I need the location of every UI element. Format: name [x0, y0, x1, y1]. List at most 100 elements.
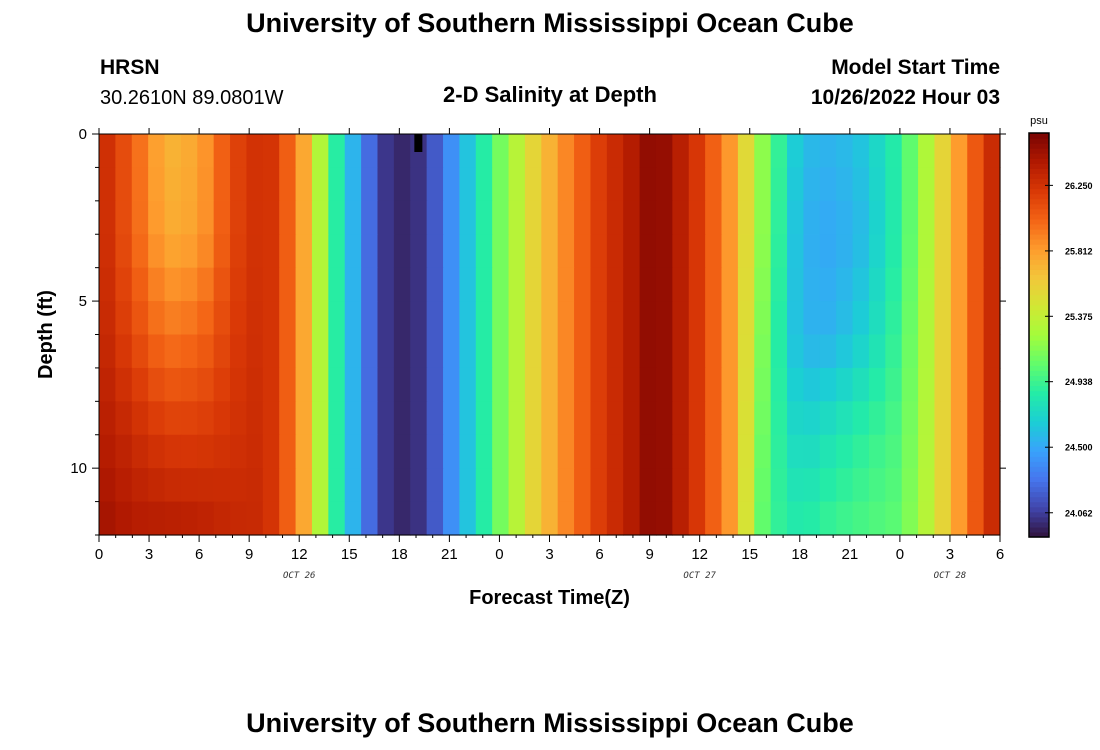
heatmap-cell — [180, 301, 198, 336]
colorbar-segment — [1029, 420, 1049, 427]
model-start-value: 10/26/2022 Hour 03 — [810, 86, 1000, 109]
heatmap-cell — [655, 134, 673, 169]
heatmap-cell — [377, 134, 395, 169]
heatmap-cell — [279, 334, 297, 369]
heatmap-cell — [377, 367, 395, 402]
colorbar-segment — [1029, 531, 1049, 538]
heatmap-cell — [819, 401, 837, 436]
heatmap-cell — [344, 434, 362, 469]
heatmap-cell — [508, 501, 526, 536]
heatmap-cell — [737, 367, 755, 402]
heatmap-cell — [655, 234, 673, 269]
heatmap-cell — [213, 134, 231, 169]
heatmap-cell — [737, 234, 755, 269]
heatmap-cell — [295, 434, 313, 469]
colorbar-segment — [1029, 309, 1049, 316]
heatmap-cell — [672, 167, 690, 202]
heatmap-cell — [950, 267, 968, 302]
heatmap-cell — [803, 334, 821, 369]
heatmap-cell — [623, 234, 641, 269]
heatmap-cell — [983, 167, 1001, 202]
heatmap-cell — [787, 434, 805, 469]
heatmap-cell — [557, 401, 575, 436]
heatmap-cell — [164, 501, 182, 536]
heatmap-cell — [213, 200, 231, 235]
heatmap-cell — [770, 301, 788, 336]
heatmap-cell — [557, 301, 575, 336]
model-start-label: Model Start Time — [831, 56, 1000, 79]
heatmap-cell — [164, 167, 182, 202]
colorbar-segment — [1029, 148, 1049, 154]
heatmap-cell — [246, 134, 264, 169]
heatmap-cell — [868, 167, 886, 202]
heatmap-cell — [99, 468, 116, 503]
heatmap-cell — [934, 134, 952, 169]
heatmap-cell — [377, 434, 395, 469]
heatmap-cell — [197, 367, 215, 402]
heatmap-cell — [246, 468, 264, 503]
heatmap-cell — [230, 134, 248, 169]
heatmap-cell — [524, 167, 542, 202]
heatmap-cell — [623, 468, 641, 503]
heatmap-cell — [230, 301, 248, 336]
heatmap-cell — [606, 334, 624, 369]
heatmap-cell — [180, 200, 198, 235]
colorbar-segment — [1029, 506, 1049, 513]
heatmap-cell — [737, 434, 755, 469]
heatmap-cell — [279, 167, 297, 202]
heatmap-cell — [852, 234, 870, 269]
heatmap-cell — [393, 501, 411, 536]
heatmap-cell — [967, 301, 985, 336]
heatmap-cell — [115, 200, 133, 235]
heatmap-cell — [180, 234, 198, 269]
x-tick-label: 9 — [645, 546, 653, 563]
heatmap-cell — [426, 367, 444, 402]
heatmap-cell — [148, 367, 166, 402]
x-tick-label: 15 — [741, 546, 758, 563]
heatmap-cell — [868, 367, 886, 402]
heatmap-cell — [672, 468, 690, 503]
heatmap-cell — [393, 267, 411, 302]
x-tick-label: 3 — [545, 546, 553, 563]
heatmap-cell — [508, 301, 526, 336]
heatmap-cell — [574, 234, 592, 269]
heatmap-cell — [541, 334, 559, 369]
heatmap-cell — [377, 334, 395, 369]
heatmap-cell — [836, 234, 854, 269]
heatmap-cell — [344, 367, 362, 402]
heatmap-cell — [819, 367, 837, 402]
heatmap-cell — [115, 401, 133, 436]
x-tick-label: 0 — [896, 546, 904, 563]
heatmap-cell — [885, 301, 903, 336]
heatmap-cell — [180, 134, 198, 169]
heatmap-cell — [459, 234, 477, 269]
heatmap-cell — [492, 267, 510, 302]
colorbar-segment — [1029, 178, 1049, 185]
heatmap-cell — [262, 167, 280, 202]
chart-subtitle: 2-D Salinity at Depth — [443, 82, 657, 107]
colorbar-segment — [1029, 193, 1049, 200]
heatmap-cell — [721, 200, 739, 235]
heatmap-cell — [475, 167, 493, 202]
heatmap-cell — [131, 334, 149, 369]
heatmap-cell — [557, 200, 575, 235]
heatmap-cell — [918, 401, 936, 436]
heatmap-cell — [164, 267, 182, 302]
heatmap-cell — [393, 367, 411, 402]
heatmap-cell — [574, 401, 592, 436]
heatmap-cell — [344, 334, 362, 369]
heatmap-cell — [443, 434, 460, 469]
heatmap-cell — [721, 301, 739, 336]
heatmap-cell — [328, 234, 346, 269]
heatmap-cell — [492, 434, 510, 469]
heatmap-cell — [967, 267, 985, 302]
heatmap-cell — [328, 468, 346, 503]
heatmap-cell — [148, 134, 166, 169]
heatmap-cell — [541, 234, 559, 269]
heatmap-cell — [868, 468, 886, 503]
heatmap-cell — [164, 134, 182, 169]
heatmap-cell — [983, 234, 1001, 269]
heatmap-cell — [344, 167, 362, 202]
heatmap-cell — [574, 468, 592, 503]
heatmap-cell — [377, 267, 395, 302]
